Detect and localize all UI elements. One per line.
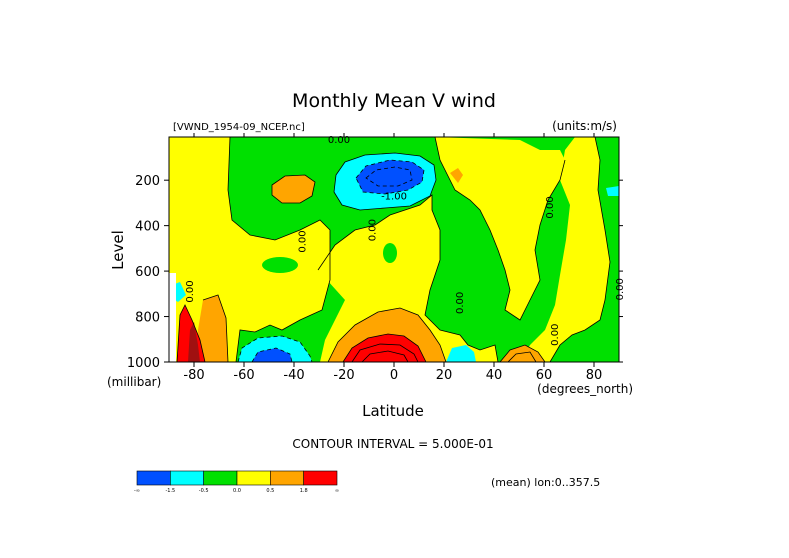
x-axis-units: (degrees_north) [537,382,633,396]
contour-label-text-6: 0.00 [550,324,561,346]
contour-label-4: 0.00 [545,196,556,218]
color-legend: -∞ -1.5 -0.5 0.0 0.5 1.8 ∞ [134,470,339,494]
y-tick-label-3: 800 [135,311,160,326]
x-tick-label-8: 80 [586,368,603,383]
contour-interval-text: CONTOUR INTERVAL = 5.000E-01 [292,437,493,451]
x-tick-label-5: 20 [436,368,453,383]
contour-label-text-2: 0.00 [298,230,309,252]
contour-label-2: 0.00 [298,230,309,252]
plot-area [169,137,619,362]
contour-label-8: 0.00 [185,280,196,302]
x-axis-label: Latitude [362,402,424,420]
x-tick-label-3: -20 [333,368,354,383]
contour-label-0: 0.00 [328,135,350,146]
legend-tick-label-3: 0.0 [233,488,241,494]
contour-labels: 0.00 -1.00 0.00 0.00 0.00 0.00 0.00 0.00 0.00 [185,135,626,346]
y-axis-units: (millibar) [107,375,161,389]
legend-swatch-0 [136,470,171,486]
y-tick-label-4: 1000 [127,356,160,371]
contour-label-text-7: 0.00 [615,278,626,300]
y-axis-label: Level [109,230,127,270]
contour-label-3: 0.00 [368,219,379,241]
y-axis: 200 400 600 800 1000 [127,174,623,371]
x-axis: -80 -60 -40 -20 0 20 40 60 80 [183,133,602,383]
legend-tick-label-6: ∞ [335,488,339,494]
cyan-patch-nh-surface [446,345,476,362]
contour-label-text-8: 0.00 [185,280,196,302]
y-tick-label-2: 600 [135,265,160,280]
contour-label-text-0: 0.00 [328,135,350,146]
orange-patch-small [450,168,463,183]
yellow-region-nh1 [435,137,565,320]
contour-label-text-5: 0.00 [455,292,466,314]
contour-lines [176,137,611,362]
legend-swatch-4 [270,470,304,486]
units-label: (units:m/s) [552,119,617,133]
legend-tick-label-1: -1.5 [165,488,175,494]
legend-swatch-5 [303,470,338,486]
contour-label-6: 0.00 [550,324,561,346]
x-tick-label-4: 0 [390,368,398,383]
green-patches [262,243,468,280]
legend-swatch-2 [203,470,238,486]
x-tick-label-2: -40 [283,368,304,383]
legend-tick-label-2: -0.5 [199,488,209,494]
legend-swatch-1 [170,470,204,486]
x-tick-label-0: -80 [183,368,204,383]
missing-data-region [169,273,176,362]
x-tick-label-7: 60 [536,368,553,383]
orange-patch-sh-surface [198,295,228,362]
file-label: [VWND_1954-09_NCEP.nc] [173,122,305,133]
subset-text: (mean) lon:0..357.5 [491,476,600,489]
chart-title: Monthly Mean V wind [292,90,496,112]
legend-tick-label-0: -∞ [134,488,140,494]
contour-label-text-4: 0.00 [545,196,556,218]
legend-tick-label-5: 1.8 [300,488,308,494]
x-tick-label-1: -60 [233,368,254,383]
negative-contour-lines [237,159,425,362]
legend-swatch-3 [236,470,271,486]
dark-red-core [188,322,200,362]
contour-label-text-1: -1.00 [381,192,407,203]
y-tick-label-1: 400 [135,220,160,235]
contour-label-7: 0.00 [615,278,626,300]
contour-label-1: -1.00 [381,192,407,203]
legend-tick-label-4: 0.5 [266,488,274,494]
yellow-region-nh2 [520,137,610,362]
contour-label-5: 0.00 [455,292,466,314]
orange-patch-upper [272,175,315,203]
cyan-patch-arctic [606,186,619,196]
blue-patch-upper [356,160,424,194]
x-tick-label-6: 40 [486,368,503,383]
y-tick-label-0: 200 [135,174,160,189]
contour-label-text-3: 0.00 [368,219,379,241]
blue-region [252,160,424,362]
